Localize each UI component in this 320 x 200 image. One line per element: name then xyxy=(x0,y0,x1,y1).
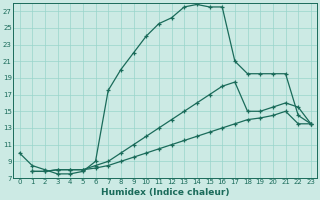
X-axis label: Humidex (Indice chaleur): Humidex (Indice chaleur) xyxy=(101,188,229,197)
